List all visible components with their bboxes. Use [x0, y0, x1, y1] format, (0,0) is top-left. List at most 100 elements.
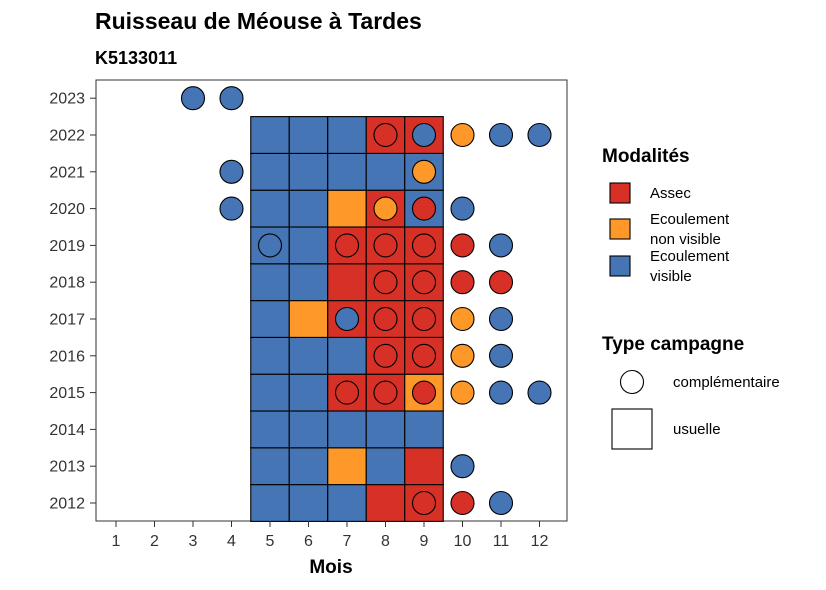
tile-2012-6: [288, 484, 329, 522]
point-2019-8: [373, 233, 398, 258]
tile-2012-7: [327, 484, 367, 522]
point-2018-8: [373, 270, 398, 295]
tile-2014-6: [288, 410, 329, 449]
tile-2016-6: [288, 336, 329, 375]
y-tick-label-2014: 2014: [49, 422, 85, 439]
y-tick-label-2017: 2017: [49, 312, 85, 329]
y-tick-label-2019: 2019: [49, 238, 85, 255]
legend-label-assec: Assec: [650, 185, 691, 202]
point-2016-10: [450, 343, 475, 368]
tile-2017-5: [250, 300, 290, 338]
point-2023-3: [180, 86, 206, 111]
tile-2022-7: [327, 116, 367, 154]
point-2017-10: [450, 306, 475, 332]
point-2021-4: [219, 159, 244, 184]
point-2017-9: [411, 306, 437, 332]
tile-2013-6: [288, 447, 329, 486]
legend-label-square: usuelle: [673, 421, 721, 438]
legend-label-circle: complémentaire: [673, 374, 780, 391]
x-tick-label-6: 6: [304, 533, 313, 550]
point-2020-4: [219, 196, 244, 221]
point-2019-11: [488, 233, 514, 258]
point-2018-11: [488, 270, 514, 295]
point-2017-8: [373, 306, 398, 332]
point-2015-7: [334, 380, 360, 405]
tile-2013-7: [327, 447, 367, 486]
tile-2022-5: [250, 116, 290, 154]
tile-2020-7: [327, 189, 367, 228]
x-tick-label-2: 2: [150, 533, 159, 550]
tile-2020-5: [250, 189, 290, 228]
x-axis: 1 2 3 4 5 6 7 8 9 10 11 12: [112, 521, 549, 550]
point-2015-12: [527, 380, 552, 405]
point-2018-9: [411, 270, 437, 295]
point-2017-7: [334, 306, 360, 332]
tile-2019-9: [404, 226, 444, 265]
chart-subtitle: K5133011: [95, 48, 177, 68]
tile-2017-6: [288, 300, 329, 338]
x-tick-label-12: 12: [531, 533, 549, 550]
point-2013-10: [450, 454, 475, 479]
point-2016-8: [373, 343, 398, 368]
legend-key-complementaire: [619, 369, 645, 395]
legend-key-non_visible: [609, 218, 631, 240]
point-2012-9: [411, 490, 437, 516]
y-tick-label-2023: 2023: [49, 91, 85, 108]
tile-2014-9: [404, 410, 444, 449]
tile-2021-5: [250, 152, 290, 191]
x-tick-label-9: 9: [420, 533, 429, 550]
y-tick-label-2021: 2021: [49, 164, 85, 181]
point-2023-4: [219, 86, 244, 111]
x-tick-label-7: 7: [343, 533, 352, 550]
y-tick-label-2012: 2012: [49, 496, 85, 513]
y-axis: 2012 2013 2014 2015 2016 2017 2018 2019 2020 2021…: [49, 91, 96, 513]
x-tick-label-1: 1: [112, 533, 121, 550]
legend-label-non_visible: Ecoulement: [650, 211, 730, 228]
tile-2021-6: [288, 152, 329, 191]
tile-2016-5: [250, 336, 290, 375]
y-tick-label-2016: 2016: [49, 348, 85, 365]
x-tick-label-11: 11: [493, 533, 510, 550]
tile-2019-6: [288, 226, 329, 265]
usuelle-tiles: [250, 116, 444, 522]
point-2016-11: [488, 343, 514, 368]
point-2012-10: [450, 490, 475, 516]
y-tick-label-2020: 2020: [49, 201, 85, 218]
tile-2013-8: [365, 447, 406, 486]
legend-label-visible: visible: [650, 268, 692, 285]
tile-2022-6: [288, 116, 329, 154]
x-tick-label-8: 8: [381, 533, 390, 550]
legend-label-visible: Ecoulement: [650, 248, 730, 265]
legend-campagne-title: Type campagne: [602, 334, 744, 355]
tile-2015-6: [288, 373, 329, 412]
point-2020-9: [411, 196, 437, 221]
tile-2016-7: [327, 336, 367, 375]
point-2022-12: [527, 122, 552, 148]
point-2021-9: [411, 159, 437, 184]
tile-2018-7: [327, 263, 367, 302]
x-tick-label-5: 5: [266, 533, 275, 550]
point-2015-9: [411, 380, 437, 405]
tile-2018-6: [288, 263, 329, 302]
legend-key-assec: [609, 182, 631, 204]
point-2018-10: [450, 270, 475, 295]
point-2022-10: [450, 122, 475, 148]
x-axis-title: Mois: [309, 557, 352, 578]
point-2015-10: [450, 380, 475, 405]
point-2020-8: [373, 196, 398, 221]
tile-2012-5: [250, 484, 290, 522]
tile-2014-8: [365, 410, 406, 449]
legend-key-usuelle: [611, 408, 653, 450]
legend-label-non_visible: non visible: [650, 231, 721, 248]
tile-2020-6: [288, 189, 329, 228]
tile-2016-8: [365, 336, 406, 375]
point-2022-11: [488, 122, 514, 148]
point-2022-9: [411, 122, 437, 148]
tile-2021-8: [365, 152, 406, 191]
tile-2013-5: [250, 447, 290, 486]
y-tick-label-2022: 2022: [49, 128, 85, 145]
chart-title: Ruisseau de Méouse à Tardes: [95, 8, 422, 34]
legend-modalites-title: Modalités: [602, 146, 690, 167]
legend-key-visible: [609, 255, 631, 277]
